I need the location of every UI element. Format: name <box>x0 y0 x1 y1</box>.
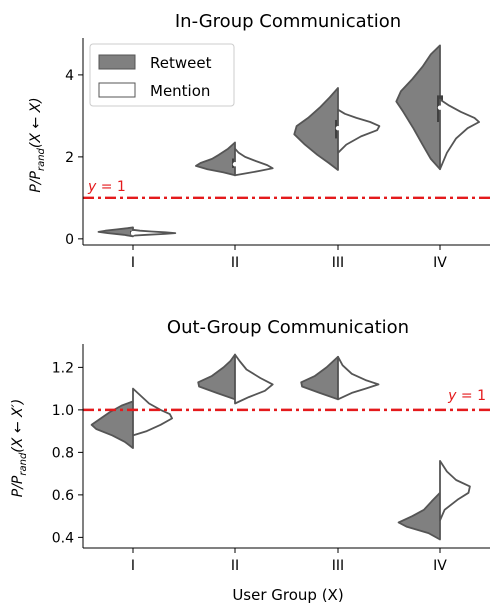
legend: Retweet Mention <box>89 43 235 107</box>
y-tick-label: 1.2 <box>52 360 74 376</box>
out-group-reference-label-var: y <box>447 388 457 404</box>
out-group-violins <box>90 353 471 541</box>
out-group-title: Out-Group Communication <box>167 317 409 338</box>
violin-mention-IV <box>439 98 480 171</box>
out-group-reference-label-eq: = 1 <box>456 388 486 404</box>
out-group-ylabel-main: P/P <box>10 475 26 497</box>
violin-median-III <box>335 125 341 131</box>
y-tick-label: 0 <box>65 232 74 248</box>
x-tick-label-I: I <box>131 558 135 574</box>
x-tick-label-II: II <box>231 255 239 271</box>
violin-retweet-II <box>197 353 236 401</box>
violin-mention-I <box>132 228 177 237</box>
out-group-ylabel-sub: rand <box>18 452 29 476</box>
violin-retweet-I <box>97 226 134 238</box>
out-group-ylabel: P/Prand(X ← X′) <box>10 399 29 497</box>
x-tick-label-IV: IV <box>433 255 447 271</box>
out-group-reference-label: y = 1 <box>447 388 486 404</box>
y-tick-label: 2 <box>65 150 74 166</box>
legend-label-retweet: Retweet <box>150 54 212 72</box>
in-group-reference-label-var: y <box>87 179 97 195</box>
violin-mention-I <box>132 387 173 437</box>
violin-median-I <box>130 230 136 236</box>
violin-retweet-II <box>195 141 236 177</box>
violin-median-II <box>232 162 238 167</box>
out-group-axes: 0.40.60.81.01.2I II III IV <box>52 344 490 574</box>
violin-mention-II <box>234 147 274 177</box>
x-axis-label: User Group (X) <box>232 586 343 604</box>
violin-mention-II <box>234 353 274 405</box>
out-group-panel: Out-Group Communication P/Prand(X ← X′) … <box>10 317 490 604</box>
y-tick-label: 4 <box>65 68 74 84</box>
y-tick-label: 0.6 <box>52 488 74 504</box>
violin-retweet-III <box>300 355 339 401</box>
violin-retweet-IV <box>395 44 441 171</box>
violin-retweet-I <box>90 400 134 450</box>
x-tick-label-I: I <box>131 255 135 271</box>
in-group-panel: In-Group Communication P/Prand(X ← X) 0 2… <box>28 11 490 271</box>
violin-mention-III <box>337 108 381 154</box>
violin-mention-III <box>337 355 380 401</box>
violin-mention-IV <box>439 459 471 522</box>
violin-retweet-IV <box>397 491 441 541</box>
x-tick-label-III: III <box>332 558 344 574</box>
y-tick-label: 0.8 <box>52 445 74 461</box>
in-group-reference-label: y = 1 <box>87 179 126 195</box>
in-group-ylabel: P/Prand(X ← X) <box>28 97 47 192</box>
legend-swatch-retweet <box>98 54 136 70</box>
in-group-ylabel-main: P/P <box>28 170 44 192</box>
y-tick-label: 0.4 <box>52 530 74 546</box>
legend-swatch-mention <box>98 82 136 98</box>
out-group-ylabel-tail: (X ← X′) <box>10 399 26 453</box>
in-group-ylabel-tail: (X ← X) <box>28 97 44 148</box>
in-group-reference-label-eq: = 1 <box>96 179 126 195</box>
x-tick-label-II: II <box>231 558 239 574</box>
x-tick-label-III: III <box>332 255 344 271</box>
in-group-ylabel-sub: rand <box>36 147 47 171</box>
in-group-violins <box>97 44 480 238</box>
violin-retweet-III <box>293 87 339 171</box>
violin-median-IV <box>437 105 443 110</box>
y-tick-label: 1.0 <box>52 403 74 419</box>
in-group-title: In-Group Communication <box>175 11 401 32</box>
x-tick-label-IV: IV <box>433 558 447 574</box>
legend-label-mention: Mention <box>150 82 210 100</box>
